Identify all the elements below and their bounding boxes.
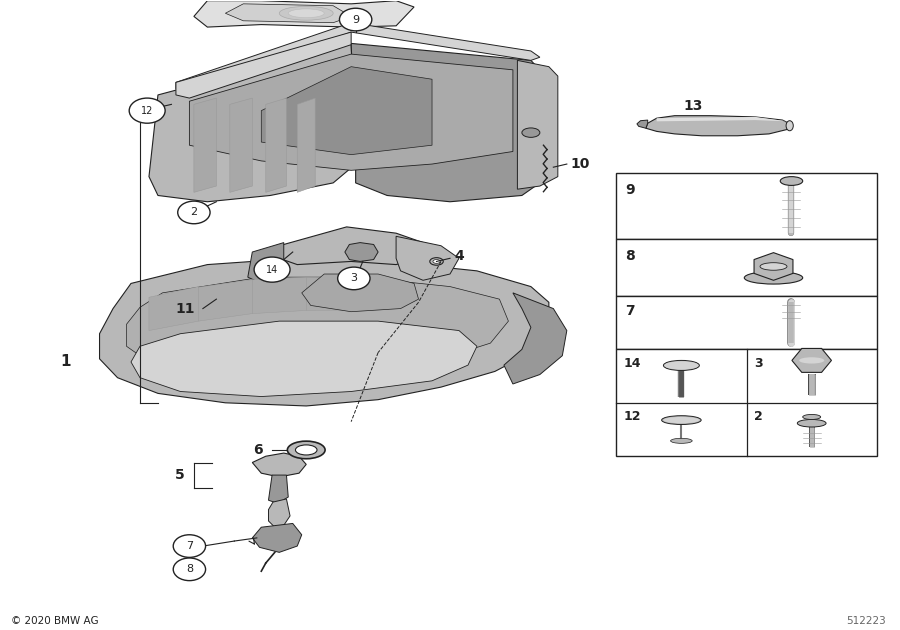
Circle shape xyxy=(130,98,165,123)
Text: 8: 8 xyxy=(626,249,635,263)
Text: 10: 10 xyxy=(571,157,590,171)
Text: 13: 13 xyxy=(683,99,702,113)
Text: 4: 4 xyxy=(454,249,464,263)
Polygon shape xyxy=(345,243,378,261)
Polygon shape xyxy=(637,120,648,129)
Polygon shape xyxy=(149,43,356,202)
Polygon shape xyxy=(646,116,791,136)
Ellipse shape xyxy=(664,362,698,370)
Text: 12: 12 xyxy=(624,410,641,423)
Ellipse shape xyxy=(786,121,793,131)
Text: 1: 1 xyxy=(60,355,70,369)
Ellipse shape xyxy=(430,258,444,265)
Polygon shape xyxy=(198,280,252,321)
Ellipse shape xyxy=(760,263,787,270)
Text: 8: 8 xyxy=(185,564,193,575)
Text: 9: 9 xyxy=(626,183,634,197)
Text: © 2020 BMW AG: © 2020 BMW AG xyxy=(12,616,99,626)
Text: 2: 2 xyxy=(753,410,762,423)
Polygon shape xyxy=(230,98,252,192)
Polygon shape xyxy=(657,117,787,122)
Text: 9: 9 xyxy=(352,14,359,25)
Polygon shape xyxy=(225,4,351,23)
Polygon shape xyxy=(131,321,477,396)
Polygon shape xyxy=(194,98,216,192)
Polygon shape xyxy=(189,54,513,170)
Ellipse shape xyxy=(803,415,821,420)
Polygon shape xyxy=(149,287,198,331)
Circle shape xyxy=(338,267,370,290)
Ellipse shape xyxy=(670,438,692,444)
Text: 14: 14 xyxy=(266,265,278,275)
Text: 6: 6 xyxy=(254,443,263,457)
Bar xyxy=(616,239,877,296)
Polygon shape xyxy=(351,43,540,202)
Polygon shape xyxy=(248,243,284,284)
Polygon shape xyxy=(279,227,423,265)
Polygon shape xyxy=(100,258,549,406)
Ellipse shape xyxy=(287,441,325,459)
Text: 3: 3 xyxy=(753,357,762,370)
Polygon shape xyxy=(266,98,286,192)
Text: 2: 2 xyxy=(190,207,197,217)
Polygon shape xyxy=(252,453,306,477)
Polygon shape xyxy=(268,499,290,527)
Text: 7: 7 xyxy=(626,304,634,318)
Polygon shape xyxy=(252,524,302,553)
Polygon shape xyxy=(754,253,793,280)
Polygon shape xyxy=(127,277,508,377)
Text: 512223: 512223 xyxy=(846,616,886,626)
Polygon shape xyxy=(297,98,315,192)
Ellipse shape xyxy=(663,360,699,370)
Circle shape xyxy=(173,558,205,581)
Ellipse shape xyxy=(799,357,824,364)
Ellipse shape xyxy=(780,176,803,185)
Polygon shape xyxy=(306,277,360,311)
Ellipse shape xyxy=(295,445,317,455)
Polygon shape xyxy=(176,32,351,98)
Polygon shape xyxy=(176,23,540,92)
Polygon shape xyxy=(518,60,558,189)
Polygon shape xyxy=(504,293,567,384)
Text: 14: 14 xyxy=(624,357,641,370)
Circle shape xyxy=(254,257,290,282)
Ellipse shape xyxy=(288,9,324,18)
Text: 3: 3 xyxy=(350,273,357,284)
Polygon shape xyxy=(396,236,459,280)
Polygon shape xyxy=(302,274,418,312)
Polygon shape xyxy=(252,277,306,314)
Ellipse shape xyxy=(663,417,699,423)
Ellipse shape xyxy=(433,260,440,263)
Text: 11: 11 xyxy=(176,302,194,316)
Ellipse shape xyxy=(522,128,540,137)
Polygon shape xyxy=(261,67,432,154)
Polygon shape xyxy=(194,1,414,27)
Bar xyxy=(616,296,877,350)
Ellipse shape xyxy=(744,272,803,284)
Bar xyxy=(616,173,877,239)
Text: 12: 12 xyxy=(141,106,153,116)
Ellipse shape xyxy=(797,420,826,427)
Ellipse shape xyxy=(662,416,701,425)
Circle shape xyxy=(339,8,372,31)
Circle shape xyxy=(173,535,205,558)
Text: 5: 5 xyxy=(176,468,184,482)
Text: 7: 7 xyxy=(185,541,193,551)
Polygon shape xyxy=(792,348,832,372)
Circle shape xyxy=(177,201,210,224)
Polygon shape xyxy=(268,475,288,503)
Bar xyxy=(616,350,877,456)
Ellipse shape xyxy=(279,6,333,20)
